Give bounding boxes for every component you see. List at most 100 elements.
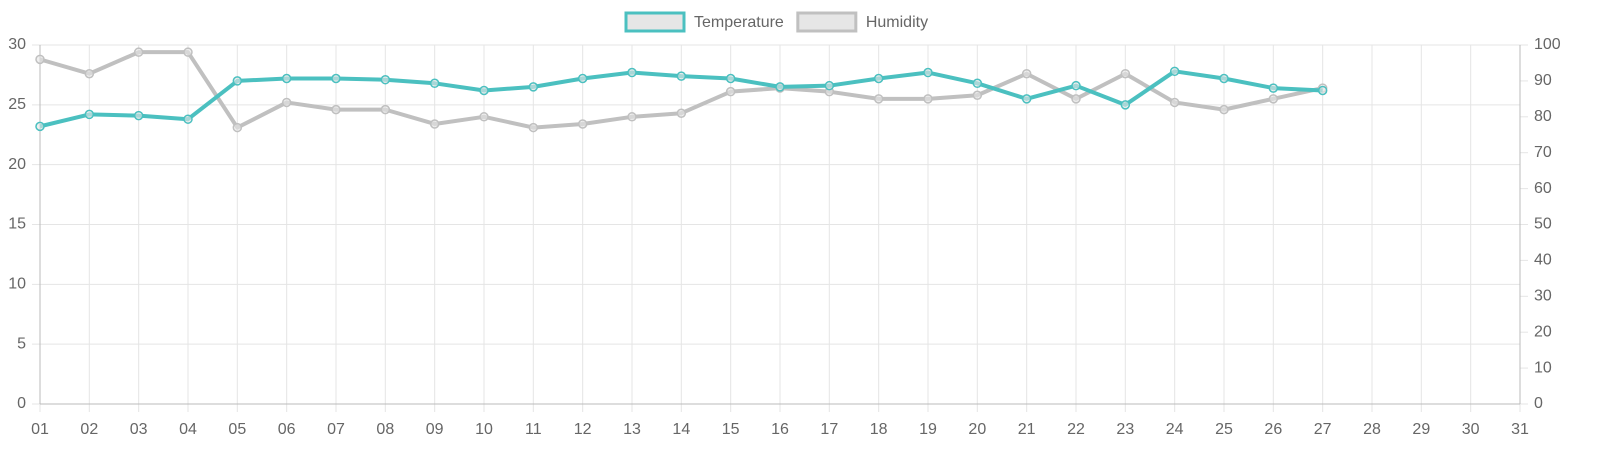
y2-tick-label: 40 xyxy=(1534,252,1552,269)
x-tick-label: 12 xyxy=(574,421,592,438)
point xyxy=(232,122,243,133)
legend-label[interactable]: Humidity xyxy=(866,14,928,31)
x-tick-label: 15 xyxy=(722,421,740,438)
x-tick-label: 17 xyxy=(820,421,838,438)
x-tick-label: 07 xyxy=(327,421,345,438)
y-tick-label: 0 xyxy=(17,395,26,412)
point xyxy=(528,82,539,92)
y2-tick-label: 90 xyxy=(1534,72,1552,89)
point xyxy=(775,82,785,92)
x-tick-label: 23 xyxy=(1116,421,1134,438)
point xyxy=(232,76,243,86)
point xyxy=(577,119,588,129)
x-tick-label: 31 xyxy=(1511,421,1529,438)
y2-tick-label: 30 xyxy=(1534,288,1552,305)
y2-tick-label: 80 xyxy=(1534,108,1552,125)
x-tick-label: 02 xyxy=(80,421,98,438)
point xyxy=(183,114,193,124)
x-tick-label: 27 xyxy=(1314,421,1332,438)
point xyxy=(1071,80,1081,91)
x-tick-label: 25 xyxy=(1215,421,1233,438)
point xyxy=(528,122,539,133)
point xyxy=(84,109,95,120)
x-tick-label: 10 xyxy=(475,421,493,438)
point xyxy=(479,85,489,96)
x-tick-label: 28 xyxy=(1363,421,1381,438)
x-tick-label: 09 xyxy=(426,421,444,438)
x-tick-label: 18 xyxy=(870,421,888,438)
point xyxy=(676,71,687,81)
point xyxy=(1219,73,1229,84)
point xyxy=(1169,66,1180,77)
point xyxy=(1219,104,1229,115)
point xyxy=(429,119,440,129)
point xyxy=(725,73,736,84)
y-tick-label: 10 xyxy=(8,276,26,293)
x-tick-label: 26 xyxy=(1264,421,1282,438)
point xyxy=(972,90,983,101)
x-tick-label: 21 xyxy=(1018,421,1036,438)
x-tick-label: 06 xyxy=(278,421,296,438)
point xyxy=(281,97,292,108)
x-tick-label: 03 xyxy=(130,421,148,438)
x-tick-label: 16 xyxy=(771,421,789,438)
point xyxy=(923,67,933,78)
x-tick-label: 20 xyxy=(968,421,986,438)
point xyxy=(1268,94,1279,104)
point xyxy=(972,78,983,89)
y2-tick-label: 20 xyxy=(1534,323,1552,340)
point xyxy=(1120,68,1131,79)
point xyxy=(1317,85,1328,96)
point xyxy=(183,47,193,57)
point xyxy=(281,73,292,84)
point xyxy=(380,104,391,115)
y2-tick-label: 10 xyxy=(1534,359,1552,376)
point xyxy=(1021,68,1032,79)
y2-tick-label: 70 xyxy=(1534,144,1552,161)
point xyxy=(676,108,687,118)
y2-tick-label: 0 xyxy=(1534,395,1543,412)
point xyxy=(133,110,144,121)
x-tick-label: 24 xyxy=(1166,421,1184,438)
point xyxy=(824,80,835,91)
point xyxy=(1021,94,1032,104)
point xyxy=(133,47,144,57)
y2-tick-label: 100 xyxy=(1534,36,1561,53)
legend-swatch[interactable] xyxy=(796,11,858,33)
point xyxy=(331,73,341,84)
y-tick-label: 15 xyxy=(8,216,26,233)
x-tick-label: 22 xyxy=(1067,421,1085,438)
x-tick-label: 29 xyxy=(1412,421,1430,438)
point xyxy=(725,86,736,97)
x-tick-label: 05 xyxy=(228,421,246,438)
point xyxy=(35,54,45,65)
x-tick-label: 08 xyxy=(376,421,394,438)
x-tick-label: 30 xyxy=(1462,421,1480,438)
x-tick-label: 01 xyxy=(31,421,49,438)
point xyxy=(1120,100,1131,110)
y-tick-label: 30 xyxy=(8,36,26,53)
x-tick-label: 19 xyxy=(919,421,937,438)
point xyxy=(479,112,489,122)
point xyxy=(1169,97,1180,108)
legend-label[interactable]: Temperature xyxy=(694,14,784,31)
x-tick-label: 04 xyxy=(179,421,197,438)
point xyxy=(331,104,341,115)
point xyxy=(35,121,45,132)
point xyxy=(380,74,391,85)
point xyxy=(84,68,95,79)
x-tick-label: 13 xyxy=(623,421,641,438)
y2-tick-label: 50 xyxy=(1534,216,1552,233)
point xyxy=(429,78,440,89)
legend-swatch[interactable] xyxy=(624,11,686,33)
y-tick-label: 5 xyxy=(17,335,26,352)
point xyxy=(1268,83,1279,93)
point xyxy=(923,94,933,104)
point xyxy=(577,73,588,84)
point xyxy=(1071,94,1081,104)
point xyxy=(873,73,884,84)
point xyxy=(627,112,637,122)
point xyxy=(627,67,637,78)
y2-tick-label: 60 xyxy=(1534,180,1552,197)
